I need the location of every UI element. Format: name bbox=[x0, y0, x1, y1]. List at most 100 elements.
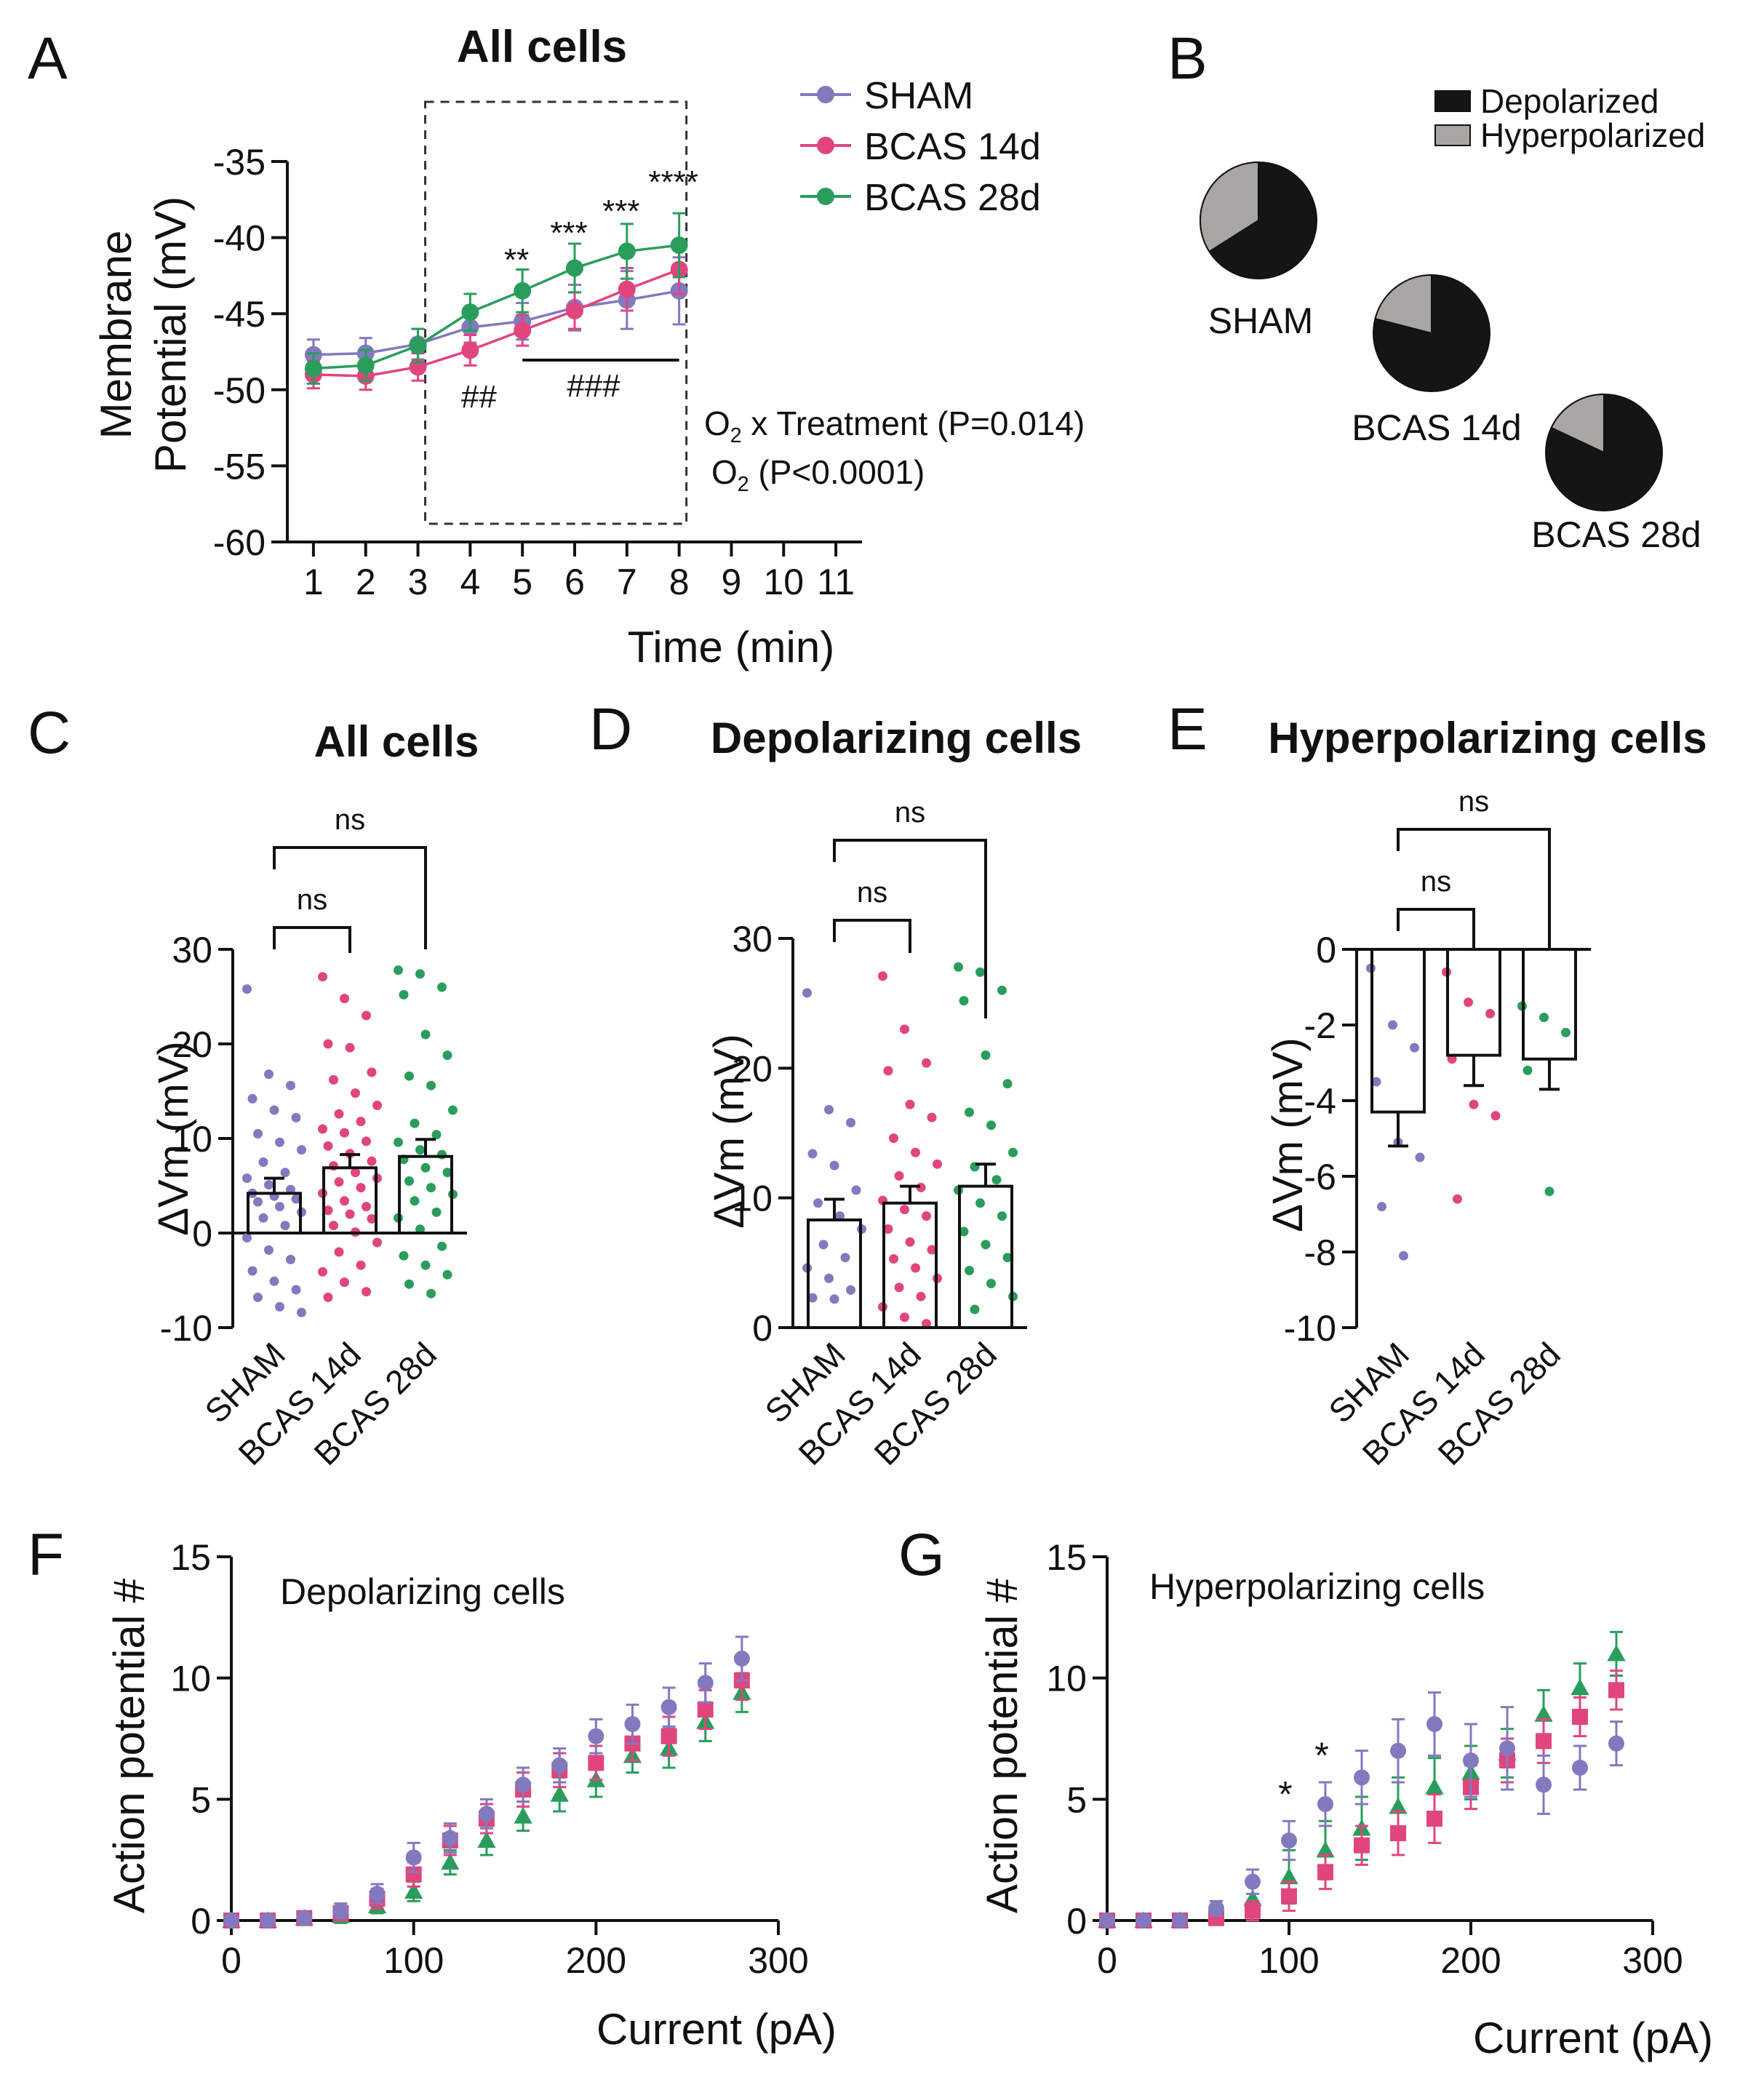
panel-c-data-point bbox=[323, 1039, 333, 1049]
panel-d-data-point bbox=[900, 1205, 909, 1215]
panel-d-data-point bbox=[905, 1099, 915, 1109]
panel-c-data-point bbox=[362, 1136, 371, 1146]
panel-c-data-point bbox=[420, 1029, 431, 1040]
panel-c-data-point bbox=[329, 1221, 338, 1231]
panel-letter-c: C bbox=[28, 700, 71, 766]
panel-e-data-point bbox=[1388, 1020, 1397, 1030]
panel-g-x-label: Current (pA) bbox=[1473, 2014, 1713, 2062]
panel-c-data-point bbox=[253, 1197, 263, 1207]
panel-d-data-point bbox=[997, 985, 1007, 995]
panel-g-point bbox=[1426, 1811, 1442, 1827]
panel-a-significance-star: *** bbox=[602, 194, 639, 229]
panel-g-point bbox=[1426, 1716, 1442, 1732]
panel-a-significance-star: ** bbox=[504, 242, 529, 278]
panel-f-point bbox=[660, 1699, 677, 1715]
panel-a-x-tick-label: 10 bbox=[763, 562, 804, 602]
panel-a-y-tick-label: -45 bbox=[213, 294, 266, 335]
panel-c-data-point bbox=[340, 1196, 349, 1206]
panel-d-data-point bbox=[878, 971, 887, 981]
panel-a-y-label-2: Potential (mV) bbox=[146, 196, 195, 473]
panel-c-data-point bbox=[394, 965, 403, 976]
panel-e-y-tick-label: -10 bbox=[1284, 1308, 1336, 1349]
panel-c-data-point bbox=[323, 1141, 333, 1151]
panel-g-significance-star: * bbox=[1314, 1735, 1328, 1776]
pie-legend-swatch-0 bbox=[1434, 90, 1471, 112]
panel-e-comparison-label: ns bbox=[1458, 786, 1489, 818]
panel-c-data-point bbox=[415, 969, 425, 979]
panel-d-data-point bbox=[807, 1149, 818, 1159]
panel-f-point bbox=[551, 1757, 568, 1774]
panel-c-data-point bbox=[356, 1117, 366, 1127]
panel-a-point bbox=[409, 337, 427, 355]
panel-d-data-point bbox=[1002, 1079, 1013, 1089]
panel-d-data-point bbox=[965, 1107, 974, 1117]
panel-d-bar bbox=[807, 1218, 862, 1329]
panel-f-point bbox=[514, 1807, 532, 1824]
panel-c-data-point bbox=[291, 1285, 301, 1295]
panel-c-comparison-label: ns bbox=[335, 804, 365, 836]
pie-label: SHAM bbox=[1208, 300, 1313, 341]
panel-f-point bbox=[588, 1755, 604, 1771]
panel-g-point bbox=[1245, 1902, 1261, 1919]
panel-g-y-tick-label: 0 bbox=[1066, 1901, 1087, 1942]
panel-f-y-label: Action potential # bbox=[105, 1578, 153, 1913]
panel-c-data-point bbox=[242, 1233, 252, 1243]
panel-c-y-tick-label: -10 bbox=[160, 1308, 212, 1349]
pie-label: BCAS 28d bbox=[1531, 514, 1701, 555]
panel-g-point bbox=[1281, 1888, 1297, 1904]
panel-a-title: All cells bbox=[457, 22, 627, 72]
panel-a-x-tick-label: 9 bbox=[722, 562, 742, 602]
panel-e-y-tick-label: -2 bbox=[1304, 1005, 1336, 1046]
panel-f-x-tick-label: 100 bbox=[383, 1940, 444, 1981]
panel-c-y-tick-label: 30 bbox=[172, 930, 212, 970]
panel-c-data-point bbox=[247, 1266, 258, 1276]
panel-e-comparison-bracket bbox=[1397, 828, 1551, 949]
panel-d-data-point bbox=[883, 1066, 893, 1076]
panel-a-point bbox=[618, 280, 636, 298]
panel-e-comparison-label: ns bbox=[1421, 866, 1451, 898]
panel-c-data-point bbox=[318, 1267, 327, 1277]
panel-c-data-point bbox=[351, 1088, 360, 1098]
panel-c-data-point bbox=[420, 1162, 431, 1173]
panel-c-data-point bbox=[356, 1183, 366, 1193]
panel-c-data-point bbox=[394, 1137, 403, 1147]
legend-label-0: SHAM bbox=[864, 75, 973, 117]
panel-f-y-tick-label: 0 bbox=[191, 1901, 211, 1942]
panel-c-data-point bbox=[420, 1260, 431, 1270]
panel-e-data-point bbox=[1377, 1202, 1386, 1212]
panel-e-y-tick-label: -4 bbox=[1304, 1081, 1336, 1122]
panel-d-data-point bbox=[1002, 1253, 1013, 1263]
panel-e-y-label: ΔVm (mV) bbox=[1264, 1037, 1312, 1232]
panel-g-point bbox=[1354, 1769, 1370, 1786]
panel-d-data-point bbox=[829, 1160, 839, 1170]
panel-letter-a: A bbox=[28, 25, 68, 92]
panel-a-x-tick-label: 5 bbox=[512, 562, 532, 602]
panel-c-data-point bbox=[269, 1105, 279, 1115]
panel-e-data-point bbox=[1415, 1152, 1425, 1162]
panel-f-point bbox=[405, 1866, 422, 1883]
panel-c-data-point bbox=[258, 1213, 268, 1223]
panel-e-bar bbox=[1446, 948, 1501, 1057]
panel-g-point bbox=[1390, 1742, 1406, 1759]
panel-a-series-line bbox=[313, 268, 680, 378]
panel-a-point bbox=[618, 242, 636, 260]
panel-d-data-point bbox=[851, 1185, 861, 1195]
panel-d-data-point bbox=[818, 1240, 829, 1250]
panel-c-data-point bbox=[367, 1067, 377, 1077]
panel-a-x-tick-label: 8 bbox=[669, 562, 690, 602]
panel-d-data-point bbox=[927, 1112, 937, 1122]
legend-marker-1 bbox=[817, 137, 834, 154]
pie-legend-label-0: Depolarized bbox=[1480, 82, 1659, 120]
panel-g-point bbox=[1572, 1760, 1588, 1776]
panel-a-hash-annotation: ### bbox=[567, 368, 620, 404]
panel-d-data-point bbox=[922, 1211, 931, 1221]
panel-d-data-point bbox=[965, 1266, 974, 1276]
panel-g-point bbox=[1390, 1825, 1406, 1841]
panel-f-point bbox=[515, 1776, 532, 1793]
panel-d-data-point bbox=[802, 988, 812, 998]
panel-d-data-point bbox=[883, 1224, 893, 1234]
panel-d-data-point bbox=[933, 1159, 942, 1169]
panel-g-point bbox=[1389, 1797, 1408, 1814]
panel-c-data-point bbox=[264, 1180, 274, 1190]
panel-c-data-point bbox=[242, 984, 252, 994]
